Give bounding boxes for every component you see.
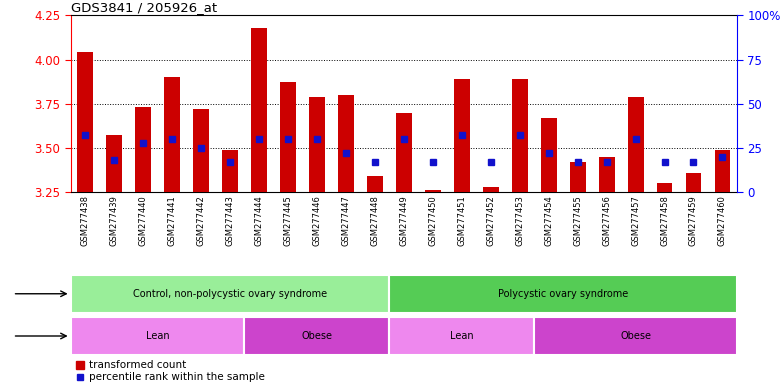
Text: GSM277441: GSM277441 (168, 195, 176, 246)
Bar (512, 79, 528, 192)
Bar (570, 162, 586, 192)
Text: GDS3841 / 205926_at: GDS3841 / 205926_at (71, 1, 216, 14)
Bar (541, 118, 557, 192)
Bar (251, 28, 267, 192)
Text: GSM277446: GSM277446 (312, 195, 321, 246)
Bar (390, 317, 534, 355)
Bar (454, 79, 470, 192)
Text: GSM277453: GSM277453 (515, 195, 524, 246)
Bar (164, 77, 180, 192)
Text: Control, non-polycystic ovary syndrome: Control, non-polycystic ovary syndrome (132, 289, 327, 299)
Text: GSM277444: GSM277444 (254, 195, 263, 246)
Text: GSM277443: GSM277443 (226, 195, 234, 246)
Bar (685, 172, 702, 192)
Text: GSM277452: GSM277452 (486, 195, 495, 246)
Bar (390, 275, 737, 313)
Bar (193, 109, 209, 192)
Text: GSM277459: GSM277459 (689, 195, 698, 246)
Bar (656, 183, 673, 192)
Text: Obese: Obese (301, 331, 332, 341)
Bar (396, 113, 412, 192)
Text: Lean: Lean (146, 331, 169, 341)
Text: GSM277447: GSM277447 (341, 195, 350, 246)
Text: GSM277439: GSM277439 (110, 195, 118, 246)
Text: GSM277454: GSM277454 (544, 195, 554, 246)
Bar (106, 136, 122, 192)
Text: GSM277457: GSM277457 (631, 195, 640, 246)
Bar (483, 187, 499, 192)
Text: GSM277450: GSM277450 (428, 195, 437, 246)
Bar (71, 317, 245, 355)
Text: GSM277445: GSM277445 (283, 195, 292, 246)
Bar (425, 190, 441, 192)
Text: GSM277438: GSM277438 (81, 195, 89, 246)
Bar (309, 97, 325, 192)
Bar (222, 150, 238, 192)
Bar (245, 317, 390, 355)
Bar (71, 275, 390, 313)
Text: GSM277451: GSM277451 (457, 195, 466, 246)
Text: Lean: Lean (450, 331, 474, 341)
Legend: transformed count, percentile rank within the sample: transformed count, percentile rank withi… (76, 361, 265, 382)
Bar (338, 95, 354, 192)
Bar (714, 150, 731, 192)
Bar (367, 176, 383, 192)
Bar (77, 53, 93, 192)
Text: GSM277449: GSM277449 (399, 195, 408, 246)
Text: Obese: Obese (620, 331, 651, 341)
Text: GSM277455: GSM277455 (573, 195, 582, 246)
Text: GSM277442: GSM277442 (197, 195, 205, 246)
Bar (627, 97, 644, 192)
Text: GSM277460: GSM277460 (718, 195, 727, 246)
Text: GSM277440: GSM277440 (139, 195, 147, 246)
Text: Polycystic ovary syndrome: Polycystic ovary syndrome (498, 289, 628, 299)
Bar (534, 317, 737, 355)
Bar (599, 157, 615, 192)
Bar (280, 83, 296, 192)
Text: GSM277458: GSM277458 (660, 195, 669, 246)
Text: GSM277448: GSM277448 (370, 195, 379, 246)
Text: GSM277456: GSM277456 (602, 195, 611, 246)
Bar (135, 107, 151, 192)
